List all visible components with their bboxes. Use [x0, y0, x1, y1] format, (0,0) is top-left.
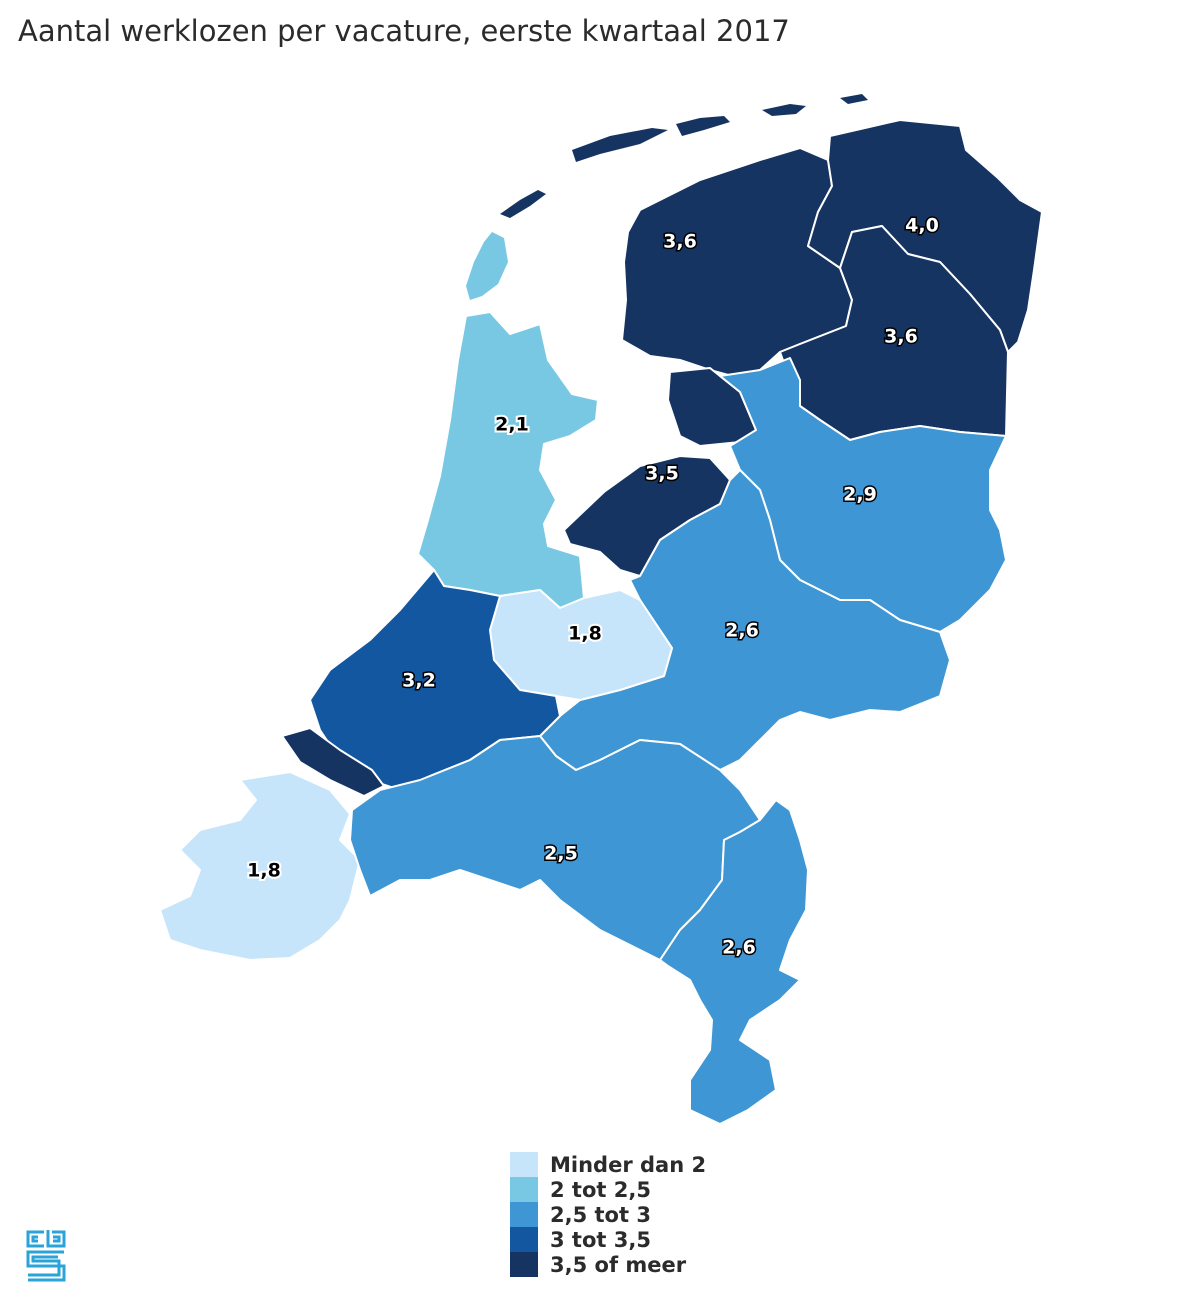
cbs-logo-icon — [26, 1230, 66, 1282]
island-ameland — [676, 116, 730, 136]
region-label-zuid-holland: 3,2 — [402, 670, 436, 692]
island-schiermonnikoog — [762, 104, 806, 116]
province-noord-holland — [417, 311, 599, 609]
island-terschelling — [572, 128, 668, 162]
region-label-utrecht: 1,8 — [568, 623, 602, 645]
legend-swatch — [510, 1227, 538, 1252]
region-label-friesland: 3,6 — [663, 231, 697, 253]
map-title: Aantal werklozen per vacature, eerste kw… — [18, 14, 790, 48]
region-label-limburg: 2,6 — [722, 937, 756, 959]
legend-swatch — [510, 1177, 538, 1202]
legend-label: 2,5 tot 3 — [550, 1202, 651, 1227]
province-zeeland — [159, 771, 361, 961]
region-label-zeeland: 1,8 — [247, 860, 281, 882]
legend-item: 2 tot 2,5 — [510, 1177, 706, 1202]
region-label-drenthe: 3,6 — [884, 326, 918, 348]
island-texel — [466, 232, 508, 300]
legend-item: 3,5 of meer — [510, 1252, 706, 1277]
legend-label: 3 tot 3,5 — [550, 1227, 651, 1252]
legend-label: 3,5 of meer — [550, 1252, 687, 1277]
province-limburg — [659, 799, 809, 1125]
region-label-groningen: 4,0 — [905, 215, 939, 237]
legend-label: 2 tot 2,5 — [550, 1177, 651, 1202]
region-label-noord-holland: 2,1 — [495, 414, 529, 436]
region-label-noord-brabant: 2,5 — [544, 843, 578, 865]
legend-label: Minder dan 2 — [550, 1152, 707, 1177]
region-label-flevoland: 3,5 — [645, 463, 679, 485]
region-label-overijssel: 2,9 — [843, 484, 877, 506]
legend-swatch — [510, 1202, 538, 1227]
region-label-gelderland: 2,6 — [725, 620, 759, 642]
legend-swatch — [510, 1152, 538, 1177]
legend-item: 2,5 tot 3 — [510, 1202, 706, 1227]
legend-swatch — [510, 1252, 538, 1277]
island-rottumeroog — [840, 94, 868, 104]
legend-item: 3 tot 3,5 — [510, 1227, 706, 1252]
legend-item: Minder dan 2 — [510, 1152, 706, 1177]
map-legend: Minder dan 2 2 tot 2,5 2,5 tot 3 3 tot 3… — [510, 1152, 706, 1277]
island-vlieland — [500, 190, 546, 218]
province-zuid-holland-south — [281, 727, 385, 797]
